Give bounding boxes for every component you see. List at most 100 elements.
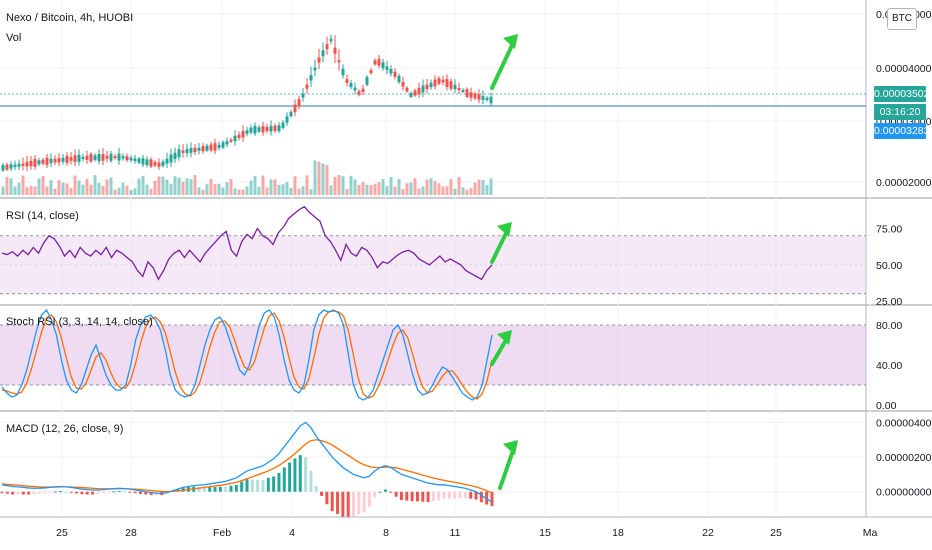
macd-histogram-bar xyxy=(107,491,111,493)
candle xyxy=(161,161,165,166)
candle xyxy=(317,57,321,63)
candle xyxy=(137,158,141,163)
volume-bar xyxy=(413,178,417,195)
volume-label: Vol xyxy=(6,32,22,44)
volume-bar xyxy=(489,178,493,195)
volume-bar xyxy=(217,183,221,195)
macd-histogram-bar xyxy=(21,491,25,495)
candle xyxy=(53,158,57,163)
candle xyxy=(73,155,77,162)
volume-bar xyxy=(373,183,377,195)
candle xyxy=(453,84,457,90)
stoch-band xyxy=(0,325,866,385)
volume-bar xyxy=(397,179,401,195)
volume-bar xyxy=(469,188,473,195)
stoch-k-line xyxy=(1,308,493,401)
stoch-rsi-title: Stoch RSI (3, 3, 14, 14, close) xyxy=(6,316,153,328)
currency-button[interactable]: BTC xyxy=(887,8,917,30)
macd-histogram-bar xyxy=(48,491,52,493)
time-tick-label: Ma xyxy=(863,527,878,539)
candle xyxy=(365,77,369,85)
stoch-tick-label: 0.00 xyxy=(876,400,897,412)
rsi-title: RSI (14, close) xyxy=(6,210,79,222)
candle xyxy=(1,165,5,171)
candle xyxy=(149,159,153,167)
candle xyxy=(237,134,241,139)
macd-histogram-bar xyxy=(11,491,15,495)
macd-histogram-bar xyxy=(373,491,377,498)
volume-bar xyxy=(229,178,233,195)
time-tick-label: 11 xyxy=(450,527,461,539)
volume-bar xyxy=(369,185,373,195)
time-tick-label: 4 xyxy=(289,527,295,539)
volume-bar xyxy=(37,178,41,195)
candle xyxy=(417,87,421,95)
macd-histogram-bar xyxy=(378,491,382,493)
candle xyxy=(437,78,441,84)
candle xyxy=(305,84,309,89)
macd-histogram-bar xyxy=(304,457,308,492)
main-up-arrow-shaft xyxy=(490,37,517,90)
candle xyxy=(153,161,157,166)
candle xyxy=(309,74,313,81)
candle xyxy=(377,58,381,66)
macd-histogram-bar xyxy=(0,491,4,494)
candle xyxy=(129,157,133,161)
candle xyxy=(193,147,197,153)
macd-histogram-bar xyxy=(80,491,84,495)
macd-histogram-bar xyxy=(16,491,20,495)
candle xyxy=(253,125,257,134)
macd-histogram-bar xyxy=(330,491,334,512)
stoch-d-line xyxy=(1,310,493,400)
volume-bar xyxy=(157,176,161,195)
candle xyxy=(37,160,41,165)
macd-histogram-bar xyxy=(421,491,425,502)
volume-bar xyxy=(33,186,37,195)
volume-bar xyxy=(417,188,421,195)
macd-histogram-bar xyxy=(293,458,297,492)
macd-histogram-bar xyxy=(202,487,206,492)
candle xyxy=(189,148,193,153)
candle xyxy=(313,67,317,71)
macd-histogram-bar xyxy=(346,491,350,517)
volume-bar xyxy=(325,164,329,195)
volume-bar xyxy=(21,175,25,195)
volume-bar xyxy=(213,184,217,195)
candle xyxy=(325,44,329,50)
volume-bar xyxy=(181,181,185,195)
candle xyxy=(473,93,477,99)
candle xyxy=(225,141,229,145)
price-tick-label: 0.00004000 xyxy=(876,63,932,75)
candle xyxy=(45,157,49,166)
candle xyxy=(457,87,461,91)
volume-bar xyxy=(105,179,109,195)
time-tick-label: 18 xyxy=(612,527,624,539)
candle xyxy=(213,143,217,151)
macd-histogram-bar xyxy=(101,491,105,494)
volume-bar xyxy=(361,182,365,195)
volume-bar xyxy=(221,187,225,195)
candle xyxy=(133,158,137,162)
macd-histogram-bar xyxy=(415,491,419,502)
stoch-up-arrow-head xyxy=(497,330,512,345)
volume-bar xyxy=(389,177,393,195)
symbol-title: Nexo / Bitcoin, 4h, HUOBI xyxy=(6,12,134,24)
macd-title: MACD (12, 26, close, 9) xyxy=(6,423,124,435)
volume-bar xyxy=(261,175,265,195)
volume-bar xyxy=(193,175,197,195)
macd-histogram-bar xyxy=(469,491,473,499)
macd-histogram-bar xyxy=(272,476,276,492)
volume-bar xyxy=(65,183,69,195)
volume-bar xyxy=(57,180,61,195)
candle xyxy=(241,131,245,138)
candle xyxy=(297,99,301,107)
volume-bar xyxy=(345,189,349,195)
candle xyxy=(441,79,445,83)
macd-histogram-bar xyxy=(314,486,318,492)
macd-histogram-bar xyxy=(43,491,47,494)
volume-bar xyxy=(189,179,193,195)
volume-bar xyxy=(85,178,89,195)
volume-bar xyxy=(41,176,45,195)
candle xyxy=(17,163,21,167)
